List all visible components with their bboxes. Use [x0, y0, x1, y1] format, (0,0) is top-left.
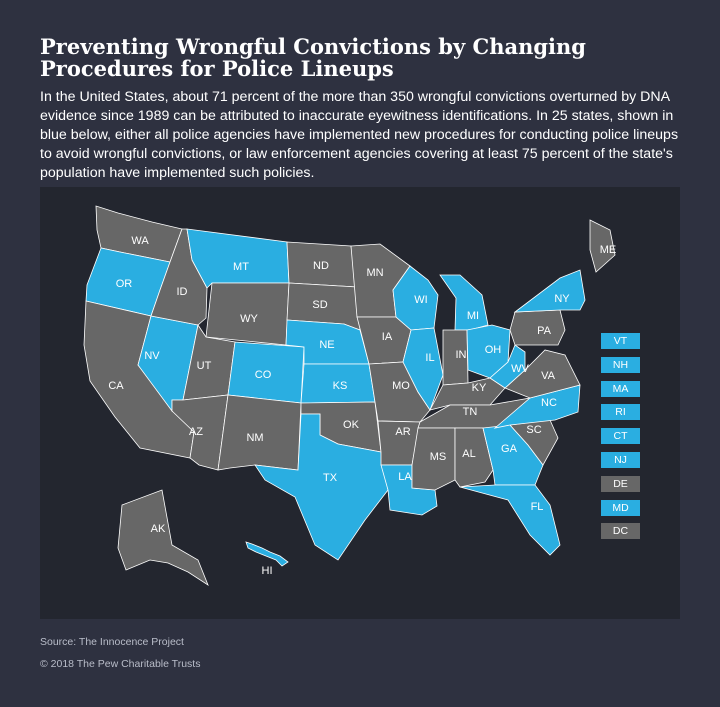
state-label-fl: FL — [531, 501, 544, 513]
state-label-pa: PA — [537, 325, 552, 337]
state-label-nv: NV — [144, 350, 160, 362]
state-label-mo: MO — [392, 380, 410, 392]
state-label-nm: NM — [246, 432, 263, 444]
state-label-tx: TX — [323, 472, 338, 484]
state-label-wa: WA — [131, 235, 149, 247]
state-mt — [186, 228, 290, 289]
state-label-id: ID — [177, 286, 188, 298]
state-label-ok: OK — [343, 419, 360, 431]
legend-state-vt: VT — [601, 333, 640, 349]
copyright-note: © 2018 The Pew Charitable Trusts — [40, 658, 201, 670]
state-label-wi: WI — [414, 294, 427, 306]
legend-state-dc: DC — [601, 523, 640, 540]
state-label-or: OR — [116, 278, 133, 290]
state-fl — [459, 484, 561, 556]
state-id — [150, 228, 208, 326]
state-mi — [439, 274, 489, 331]
state-label-sc: SC — [526, 424, 541, 436]
legend-state-nh: NH — [601, 356, 640, 373]
legend-state-de: DE — [601, 475, 640, 492]
legend-state-nj: NJ — [601, 451, 640, 468]
state-label-mn: MN — [366, 267, 383, 279]
state-ny — [513, 269, 586, 313]
state-label-ak: AK — [151, 523, 166, 535]
state-label-al: AL — [462, 448, 475, 460]
state-label-ca: CA — [108, 380, 124, 392]
state-label-tn: TN — [463, 406, 478, 418]
state-wv — [489, 344, 526, 389]
state-wi — [392, 265, 439, 331]
page-title: Preventing Wrongful Convictions by Chang… — [40, 34, 586, 81]
legend-state-md: MD — [601, 499, 640, 516]
state-label-ky: KY — [472, 382, 487, 394]
state-label-wv: WV — [511, 363, 529, 375]
state-label-ny: NY — [554, 293, 570, 305]
state-label-ut: UT — [197, 360, 212, 372]
state-label-nc: NC — [541, 397, 557, 409]
legend-state-ct: CT — [601, 428, 640, 445]
state-label-co: CO — [255, 369, 272, 381]
state-ak — [117, 489, 209, 587]
state-label-mt: MT — [233, 261, 249, 273]
state-hi — [245, 541, 289, 567]
state-label-nd: ND — [313, 260, 329, 272]
state-label-ga: GA — [501, 443, 518, 455]
state-label-il: IL — [425, 352, 434, 364]
legend-state-ma: MA — [601, 380, 640, 397]
state-label-hi: HI — [262, 565, 273, 577]
state-label-wy: WY — [240, 313, 258, 325]
legend-state-ri: RI — [601, 404, 640, 421]
state-label-va: VA — [541, 370, 556, 382]
map-panel: WA OR CA NV ID MT WY UT AZ CO NM ND SD NE KS OK TX MN IA MO… — [40, 187, 680, 619]
state-label-ms: MS — [430, 451, 447, 463]
intro-text: In the United States, about 71 percent o… — [40, 89, 679, 181]
state-label-ne: NE — [319, 339, 334, 351]
state-label-mi: MI — [467, 310, 479, 322]
state-label-sd: SD — [312, 299, 327, 311]
state-tx — [254, 413, 389, 561]
state-label-me: ME — [600, 244, 617, 256]
source-note: Source: The Innocence Project — [40, 636, 184, 648]
state-label-in: IN — [456, 349, 467, 361]
state-label-la: LA — [398, 471, 412, 483]
small-states-legend: VT NH MA RI CT NJ DE MD DC — [601, 333, 640, 547]
us-map: WA OR CA NV ID MT WY UT AZ CO NM ND SD NE KS OK TX MN IA MO… — [83, 205, 617, 587]
state-me — [589, 219, 616, 273]
state-label-ar: AR — [395, 426, 410, 438]
state-label-oh: OH — [485, 344, 502, 356]
state-label-ia: IA — [382, 331, 393, 343]
state-label-az: AZ — [189, 426, 203, 438]
state-label-ks: KS — [333, 380, 348, 392]
